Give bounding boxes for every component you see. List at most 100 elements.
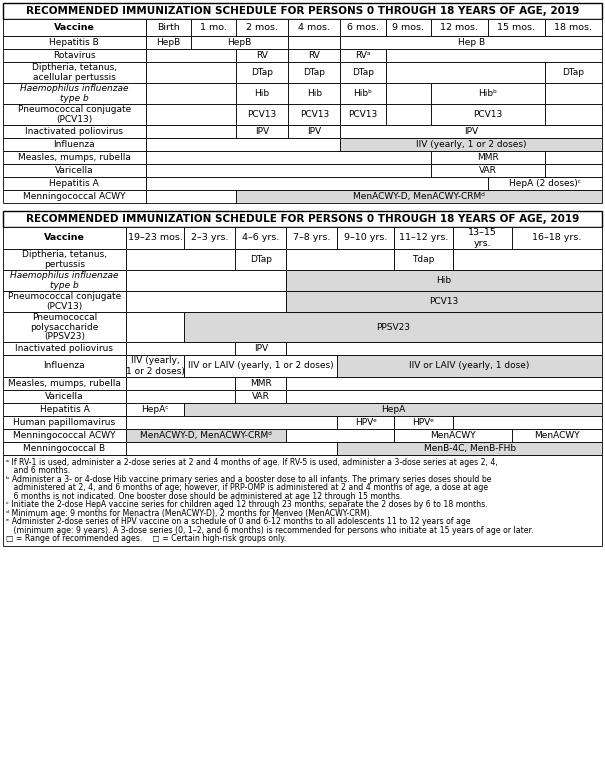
Text: RVᵃ: RVᵃ xyxy=(355,51,371,60)
Text: 9 mos.: 9 mos. xyxy=(392,23,424,32)
Text: DTap: DTap xyxy=(250,255,272,264)
Bar xyxy=(488,177,602,190)
Bar xyxy=(3,429,126,442)
Bar xyxy=(126,312,185,342)
Bar xyxy=(3,83,146,104)
Text: MMR: MMR xyxy=(477,153,499,162)
Text: Inactivated poliovirus: Inactivated poliovirus xyxy=(25,127,123,136)
Text: 4–6 yrs.: 4–6 yrs. xyxy=(242,233,280,242)
Bar xyxy=(341,104,385,125)
Text: IPV: IPV xyxy=(307,127,321,136)
Text: DTap: DTap xyxy=(352,68,374,77)
Text: MenACWY: MenACWY xyxy=(430,431,476,440)
Text: Pneumococcal conjugate: Pneumococcal conjugate xyxy=(8,292,121,301)
Text: RV: RV xyxy=(309,51,320,60)
Bar xyxy=(126,403,185,416)
Text: PPSV23: PPSV23 xyxy=(376,323,410,331)
Bar xyxy=(3,342,126,355)
Text: 19–23 mos.: 19–23 mos. xyxy=(128,233,183,242)
Bar xyxy=(488,19,545,36)
Bar xyxy=(185,227,235,249)
Text: Influenza: Influenza xyxy=(53,140,95,149)
Bar xyxy=(341,49,385,62)
Text: ᵉ Administer 2-dose series of HPV vaccine on a schedule of 0 and 6-12 months to : ᵉ Administer 2-dose series of HPV vaccin… xyxy=(6,517,471,527)
Text: PCV13: PCV13 xyxy=(348,110,378,119)
Bar xyxy=(146,164,431,177)
Text: Rotavirus: Rotavirus xyxy=(53,51,96,60)
Bar xyxy=(236,125,288,138)
Text: Pneumococcal conjugate: Pneumococcal conjugate xyxy=(18,105,131,113)
Bar xyxy=(337,227,394,249)
Text: HepAᶜ: HepAᶜ xyxy=(142,405,169,414)
Text: Vaccine: Vaccine xyxy=(54,23,95,32)
Bar xyxy=(235,377,286,390)
Bar xyxy=(337,442,602,455)
Text: 1 or 2 doses): 1 or 2 doses) xyxy=(126,367,185,376)
Bar xyxy=(235,390,286,403)
Text: Hib: Hib xyxy=(437,276,452,285)
Text: 11–12 yrs.: 11–12 yrs. xyxy=(399,233,448,242)
Bar xyxy=(236,83,288,104)
Bar xyxy=(3,62,146,83)
Bar xyxy=(126,342,235,355)
Bar xyxy=(3,125,146,138)
Bar xyxy=(3,49,146,62)
Text: Birth: Birth xyxy=(157,23,180,32)
Bar xyxy=(385,49,602,62)
Text: 16–18 yrs.: 16–18 yrs. xyxy=(532,233,581,242)
Text: 7–8 yrs.: 7–8 yrs. xyxy=(293,233,330,242)
Bar xyxy=(286,390,602,403)
Text: PCV13: PCV13 xyxy=(473,110,503,119)
Text: Inactivated poliovirus: Inactivated poliovirus xyxy=(15,344,113,353)
Text: Measles, mumps, rubella: Measles, mumps, rubella xyxy=(8,379,121,388)
Bar xyxy=(288,49,341,62)
Text: MenB-4C, MenB-FHb: MenB-4C, MenB-FHb xyxy=(424,444,515,453)
Bar xyxy=(385,62,545,83)
Text: Hib: Hib xyxy=(307,89,322,98)
Text: Diptheria, tetanus,: Diptheria, tetanus, xyxy=(32,63,117,72)
Bar xyxy=(146,19,191,36)
Bar xyxy=(286,377,602,390)
Bar xyxy=(337,355,602,377)
Bar xyxy=(3,138,146,151)
Bar xyxy=(341,19,385,36)
Bar xyxy=(185,312,602,342)
Text: ᵃ If RV-1 is used, administer a 2-dose series at 2 and 4 months of age. If RV-5 : ᵃ If RV-1 is used, administer a 2-dose s… xyxy=(6,458,498,467)
Text: polysaccharide: polysaccharide xyxy=(30,323,99,331)
Text: RV: RV xyxy=(256,51,268,60)
Bar xyxy=(286,291,602,312)
Bar xyxy=(126,416,337,429)
Text: PCV13: PCV13 xyxy=(430,297,459,306)
Text: Tdap: Tdap xyxy=(413,255,434,264)
Bar xyxy=(146,83,236,104)
Bar xyxy=(385,19,431,36)
Bar xyxy=(545,83,602,104)
Text: Haemophilus influenzae: Haemophilus influenzae xyxy=(10,271,119,279)
Bar xyxy=(394,416,453,429)
Text: MenACWY-D, MenACWY-CRMᵈ: MenACWY-D, MenACWY-CRMᵈ xyxy=(353,192,485,201)
Bar xyxy=(126,377,235,390)
Bar xyxy=(236,19,288,36)
Bar xyxy=(431,164,545,177)
Text: 2 mos.: 2 mos. xyxy=(246,23,278,32)
Text: IIV (yearly, 1 or 2 doses): IIV (yearly, 1 or 2 doses) xyxy=(416,140,526,149)
Text: Hib: Hib xyxy=(255,89,270,98)
Text: IPV: IPV xyxy=(255,127,269,136)
Text: Hibᵇ: Hibᵇ xyxy=(353,89,373,98)
Text: HepA (2 doses)ᶜ: HepA (2 doses)ᶜ xyxy=(509,179,581,188)
Bar xyxy=(191,19,236,36)
Text: MMR: MMR xyxy=(250,379,272,388)
Bar xyxy=(146,125,236,138)
Text: IIV (yearly,: IIV (yearly, xyxy=(131,356,180,365)
Bar xyxy=(341,138,602,151)
Text: MenACWY-D, MenACWY-CRMᵈ: MenACWY-D, MenACWY-CRMᵈ xyxy=(140,431,272,440)
Bar xyxy=(3,151,146,164)
Bar xyxy=(453,416,602,429)
Bar xyxy=(453,227,512,249)
Text: PCV13: PCV13 xyxy=(247,110,276,119)
Bar xyxy=(126,429,286,442)
Bar xyxy=(126,355,185,377)
Bar xyxy=(545,62,602,83)
Bar xyxy=(236,190,602,203)
Text: HepB: HepB xyxy=(156,38,180,47)
